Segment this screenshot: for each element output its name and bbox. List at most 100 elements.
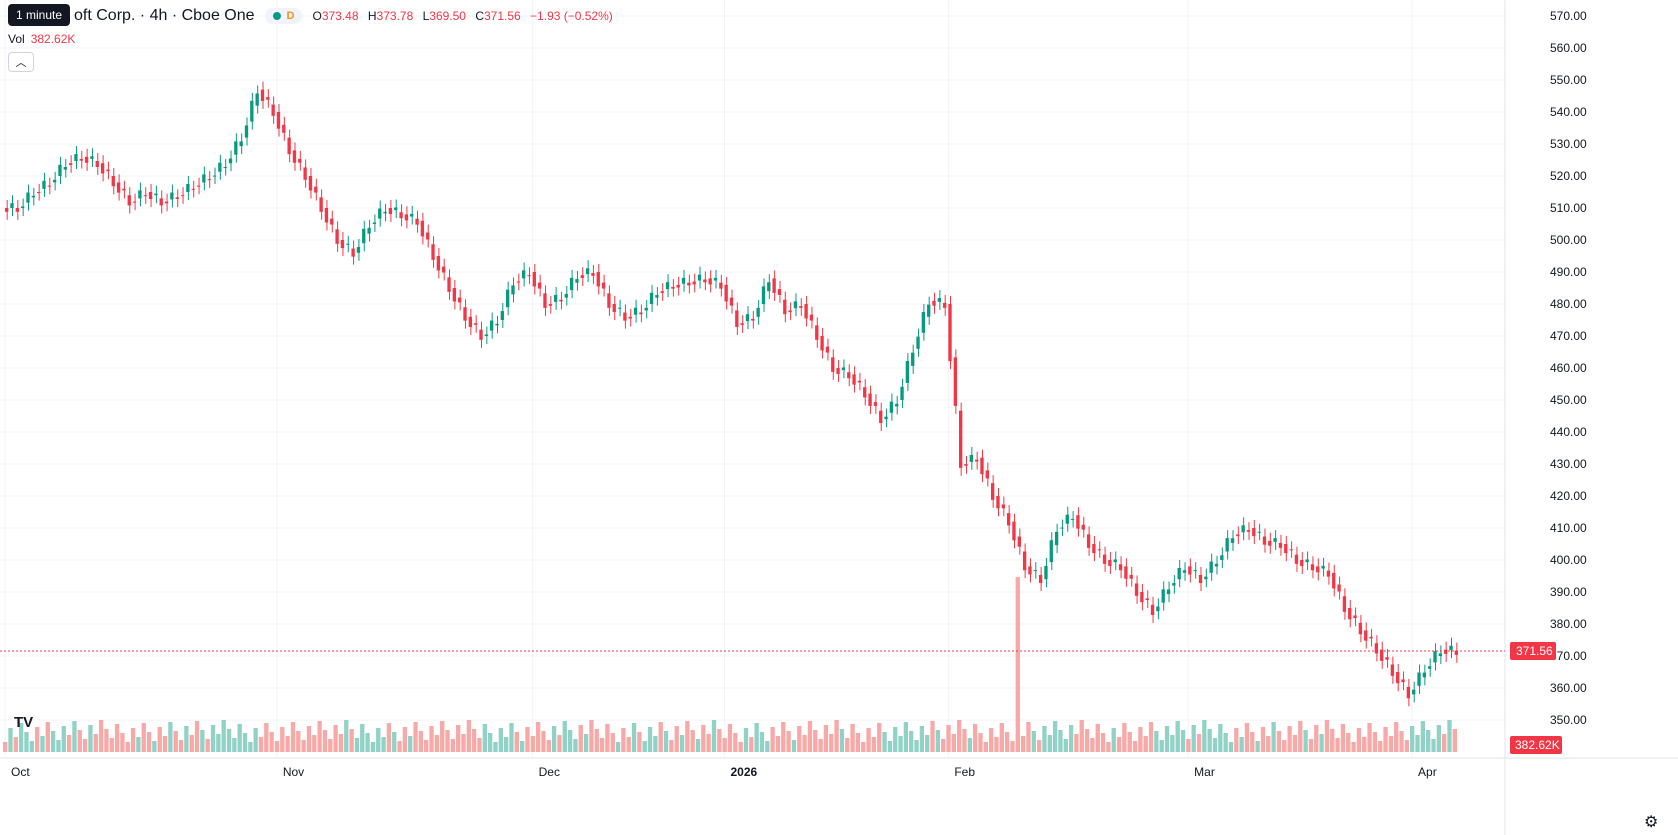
candle-body [1364, 630, 1368, 641]
volume-bar [493, 742, 498, 752]
candle-body [84, 156, 89, 163]
volume-bar [109, 738, 114, 752]
volume-bar [488, 733, 493, 752]
candle-body [436, 256, 441, 271]
candle-body [591, 273, 595, 276]
interval-tooltip: 1 minute [8, 4, 71, 26]
volume-bar [882, 732, 887, 752]
volume-bar [994, 737, 999, 752]
candle-body [607, 293, 611, 308]
candle-body [740, 323, 744, 325]
volume-bar [914, 740, 919, 752]
volume-bar [1335, 738, 1340, 752]
volume-bar [871, 737, 877, 752]
volume-bar [1004, 732, 1010, 752]
volume-bar [1324, 720, 1330, 752]
volume-bar [269, 732, 274, 752]
candle-body [1156, 606, 1160, 612]
candle-body [1140, 592, 1144, 603]
candle-body [362, 228, 366, 244]
volume-bar [1330, 729, 1335, 752]
candle-body [20, 206, 25, 208]
symbol-legend: oft Corp. · 4h · Cboe One D O373.48 H373… [8, 6, 619, 26]
volume-bar [765, 741, 770, 752]
volume-bar [743, 728, 749, 752]
candle-body [777, 289, 782, 295]
volume-bar [232, 738, 237, 752]
candle-body [164, 201, 169, 204]
candle-body [484, 334, 488, 336]
volume-bar [823, 725, 829, 752]
tradingview-logo-icon[interactable]: TV [14, 714, 34, 731]
candle-body [516, 281, 520, 283]
candle-body [1385, 657, 1389, 660]
volume-bar [802, 735, 807, 752]
volume-bar [583, 734, 589, 752]
candle-body [143, 195, 147, 197]
candle-body [1182, 570, 1187, 573]
candle-body [756, 307, 760, 317]
volume-bar [946, 725, 951, 752]
candle-body [159, 198, 163, 206]
candle-body [1081, 524, 1085, 530]
candle-body [276, 112, 281, 129]
volume-bar [221, 720, 226, 752]
candle-body [1230, 538, 1235, 543]
volume-bar [573, 739, 578, 752]
candle-body [399, 212, 403, 219]
volume-bar [349, 729, 354, 752]
candle-body [969, 454, 973, 462]
candle-body [1374, 643, 1379, 654]
candle-body [479, 329, 483, 340]
candle-body [404, 214, 409, 221]
volume-bar [1303, 730, 1308, 752]
symbol-title[interactable]: oft Corp. · 4h · Cboe One [74, 7, 255, 24]
volume-bar [1399, 731, 1404, 752]
volume-bar [24, 732, 29, 752]
candle-body [1150, 604, 1155, 616]
candle-body [825, 346, 830, 353]
candle-body [761, 286, 766, 304]
candle-body [996, 496, 1000, 509]
candle-body [1262, 536, 1267, 545]
volume-bar [338, 734, 344, 752]
candle-body [452, 288, 457, 302]
y-tick-label: 570.00 [1550, 9, 1587, 23]
market-status-pill[interactable]: D [264, 8, 303, 24]
collapse-legend-button[interactable]: ︿ [8, 52, 34, 72]
candle-body [1337, 584, 1341, 592]
candle-body [1060, 527, 1064, 529]
candle-body [1129, 574, 1133, 579]
volume-bar [951, 734, 957, 752]
candle-body [927, 304, 931, 317]
candle-body [1001, 504, 1005, 509]
volume-bar [242, 733, 248, 752]
candle-body [671, 286, 675, 289]
volume-bar [386, 723, 392, 752]
candle-body [873, 402, 878, 406]
candle-body [1092, 544, 1096, 554]
volume-bar [962, 729, 967, 752]
y-tick-label: 540.00 [1550, 105, 1587, 119]
volume-bar [1319, 734, 1324, 752]
candle-body [1209, 561, 1213, 573]
volume-bar [519, 741, 525, 752]
volume-bar [173, 731, 178, 752]
candle-body [1044, 565, 1048, 580]
volume-bar [1250, 732, 1255, 752]
volume-bar [818, 739, 823, 752]
volume-bar [1271, 722, 1276, 752]
volume-bar [1442, 734, 1447, 752]
volume-bar [551, 726, 557, 752]
candle-body [719, 282, 723, 289]
gear-icon[interactable]: ⚙ [1644, 814, 1659, 831]
volume-bar [1287, 726, 1292, 752]
volume-bar [663, 731, 669, 752]
volume-bar [1164, 726, 1170, 752]
volume-bar [50, 731, 56, 752]
candle-body [180, 195, 185, 197]
volume-bar [935, 730, 941, 752]
volume-bar [759, 732, 765, 752]
volume-bar [194, 721, 200, 752]
